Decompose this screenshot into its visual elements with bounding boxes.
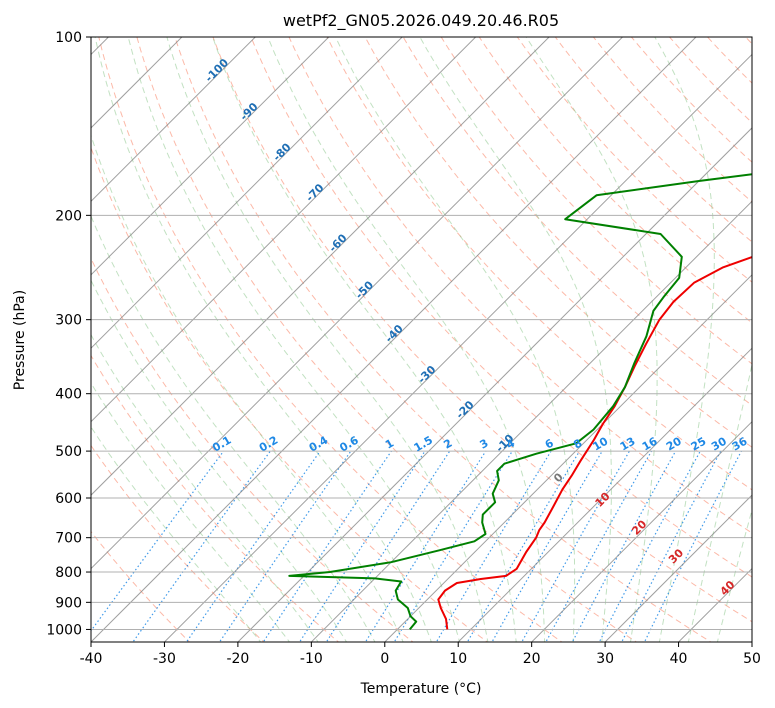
dry-adiabat [250,37,752,578]
y-tick-label: 1000 [46,622,82,638]
dry-adiabat [364,37,752,448]
y-tick-label: 500 [55,444,82,460]
y-tick-label: 900 [55,595,82,611]
mixing-ratio-line [132,450,271,642]
y-tick-label: 600 [55,491,82,507]
x-axis-label: Temperature (°C) [360,681,482,697]
isotherm-line [163,53,752,642]
dewpoint-line [288,173,752,631]
y-axis-label: Pressure (hPa) [12,290,28,390]
x-axis-ticks: -40 -30 -20 -10 0 10 20 30 40 50 [80,642,761,667]
y-tick-label: 700 [55,531,82,547]
isotherm-line [91,37,624,570]
pressure-grid [91,37,752,630]
mixing-ratio-line [466,450,581,642]
isotherm-line [91,37,403,349]
isotherm-line [384,274,752,642]
x-tick-label: 10 [449,651,467,667]
mixing-ratio-line [621,450,722,642]
x-tick-label: -40 [80,651,103,667]
isotherm-line [457,347,752,642]
x-tick-label: 50 [743,651,761,667]
sounding-series [288,173,752,631]
isotherm-line [91,37,477,423]
mixing-ratio-line [91,450,225,632]
x-tick-label: 30 [596,651,614,667]
isotherm-line [91,37,183,129]
dry-adiabat [91,257,414,642]
isotherm-line [91,37,697,642]
dry-adiabat [288,37,752,534]
x-tick-label: -10 [300,651,323,667]
mixing-ratio-line [185,450,321,642]
chart-title: wetPf2_GN05.2026.049.20.46.R05 [283,11,559,31]
isotherm-line [237,127,752,642]
temperature-line [437,255,752,630]
y-tick-label: 300 [55,313,82,329]
mixing-ratio-line [325,450,451,642]
plot-frame [90,36,753,643]
mixing-ratio-line [218,450,352,642]
moist-adiabat [91,134,404,642]
moist-adiabat [91,214,376,642]
x-tick-label: -20 [226,651,249,667]
y-tick-label: 200 [55,208,82,224]
mixing-ratio-line [298,450,426,642]
isotherm-line [91,37,550,496]
y-axis-ticks: 100 200 300 400 500 600 700 800 900 1000 [46,30,91,638]
mixing-ratio-line [393,450,513,642]
isotherm-line [310,200,752,642]
dry-adiabat [402,37,752,406]
mixing-ratio-line [571,450,677,642]
isotherm-line [91,37,257,203]
x-tick-label: 40 [670,651,688,667]
y-tick-label: 400 [55,387,82,403]
y-tick-label: 100 [55,30,82,46]
x-tick-label: 20 [523,651,541,667]
dry-adiabat [91,146,489,642]
isotherm-line [530,420,752,642]
x-tick-label: 0 [380,651,389,667]
mixing-ratio-line [491,450,603,642]
dry-adiabat [326,37,752,491]
mixing-ratio-line [598,450,701,642]
isotherm-line [91,37,330,276]
isotherm-line [604,494,752,642]
x-tick-label: -30 [153,651,176,667]
mixing-ratio-line [262,450,392,642]
y-tick-label: 800 [55,565,82,581]
